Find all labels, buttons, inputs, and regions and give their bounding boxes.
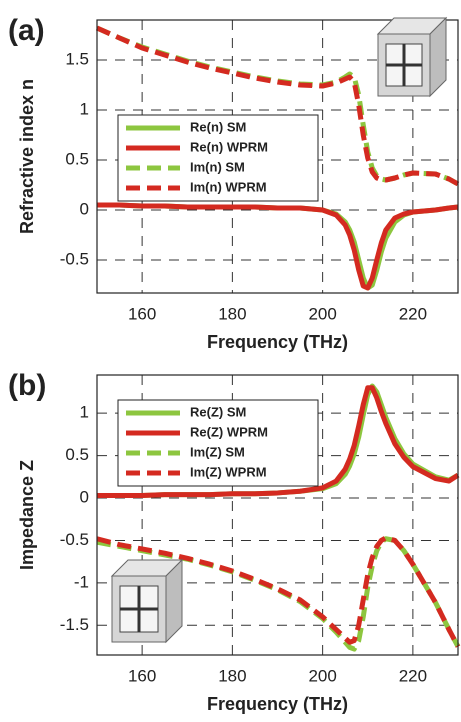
legend-label: Re(Z) WPRM (190, 424, 268, 439)
x-tick-label: 200 (308, 666, 336, 685)
x-axis-label: Frequency (THz) (207, 332, 348, 352)
panel-label: (a) (8, 14, 45, 47)
y-tick-label: -0.5 (60, 530, 89, 549)
y-tick-label: -1.5 (60, 615, 89, 634)
y-tick-label: 0.5 (65, 149, 89, 168)
y-tick-label: -1 (74, 572, 89, 591)
x-tick-label: 180 (218, 666, 246, 685)
y-tick-label: 0 (80, 199, 89, 218)
axes-frame (96, 374, 459, 656)
series-line (97, 202, 459, 291)
cube-icon (376, 16, 448, 98)
y-axis-label: Refractive index n (17, 79, 37, 234)
legend-label: Re(n) SM (190, 119, 246, 134)
x-tick-label: 160 (128, 666, 156, 685)
y-tick-label: -0.5 (60, 249, 89, 268)
y-axis-label: Impedance Z (17, 460, 37, 570)
series-line (97, 202, 459, 291)
panel-label: (b) (8, 369, 46, 402)
x-tick-label: 180 (218, 304, 246, 323)
cube-icon (110, 558, 184, 644)
y-tick-label: 0.5 (65, 445, 89, 464)
axes-frame (96, 19, 459, 294)
legend-label: Re(Z) SM (190, 404, 246, 419)
overlay-layer: -0.5 0 0.5 1 1.5 160 180 200 220 Frequency (THz) R… (8, 14, 459, 714)
legend-label: Im(n) SM (190, 159, 245, 174)
series-line (96, 536, 461, 652)
x-tick-label: 160 (128, 304, 156, 323)
y-tick-label: 1.5 (65, 49, 89, 68)
series-line (96, 535, 461, 648)
y-tick-label: 1 (80, 403, 89, 422)
x-tick-label: 220 (399, 304, 427, 323)
legend-label: Im(n) WPRM (190, 179, 267, 194)
y-tick-label: 1 (80, 99, 89, 118)
data-layer (95, 25, 461, 652)
series-line (97, 385, 460, 498)
series-line (95, 25, 460, 187)
y-tick-label: 0 (80, 488, 89, 507)
legend-label: Im(Z) WPRM (190, 464, 267, 479)
x-tick-label: 220 (399, 666, 427, 685)
x-axis-label: Frequency (THz) (207, 694, 348, 714)
x-tick-label: 200 (308, 304, 336, 323)
legend-label: Re(n) WPRM (190, 139, 268, 154)
legend-label: Im(Z) SM (190, 444, 245, 459)
